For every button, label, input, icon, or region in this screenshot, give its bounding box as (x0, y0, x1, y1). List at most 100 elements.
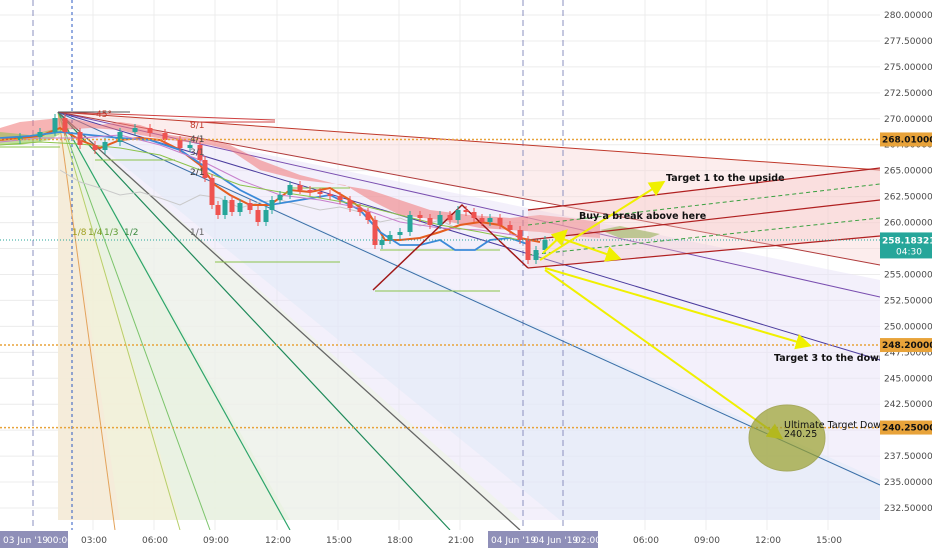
candle-body (347, 200, 353, 208)
price-tick-label: 270.000000 (884, 115, 932, 125)
fan-ratio-label: 1/8 (72, 228, 87, 238)
candle-body (202, 160, 208, 178)
candle-body (17, 137, 23, 140)
last-price-badge (880, 232, 932, 259)
candle-body (52, 118, 58, 132)
candle-body (542, 240, 548, 250)
candle-body (187, 145, 193, 148)
target3-label: Target 3 to the downsi (774, 353, 895, 364)
candle-body (102, 142, 108, 150)
ultimate-target-value: 240.25 (784, 429, 817, 440)
price-level-badge (880, 132, 932, 147)
fan-ratio-label: 1/1 (190, 228, 204, 238)
price-tick-label: 262.500000 (884, 193, 932, 203)
start-time-label: 00:00 (47, 536, 73, 546)
candle-body (365, 212, 371, 220)
candle-body (372, 220, 378, 245)
price-tick-label: 265.000000 (884, 167, 932, 177)
price-axis-badges: 268.010000 248.200000 240.250000 258.183214… (880, 132, 932, 435)
fan-ratio-label: 2/1 (190, 168, 204, 178)
time-tick-label: 06:00 (142, 536, 168, 546)
candle-body (229, 200, 235, 212)
candle-body (269, 200, 275, 210)
candle-body (162, 133, 168, 140)
candle-body (471, 212, 477, 218)
time-tick-label: 21:00 (448, 536, 474, 546)
time-tick-label: 12:00 (265, 536, 291, 546)
candle-body (387, 235, 393, 240)
time-tick-label: 06:00 (633, 536, 659, 546)
time-axis-ticks: 03:00 06:00 09:00 12:00 15:00 18:00 21:00 06:00… (81, 536, 842, 546)
time-axis[interactable] (0, 530, 932, 550)
time-tick-label: 03:00 (81, 536, 107, 546)
time-tick-label: 09:00 (203, 536, 229, 546)
fan-ratio-labels: 1/8 1/4 1/3 1/2 1/1 2/1 3/1 4/1 8/1 (72, 121, 204, 238)
candle-body (487, 218, 493, 222)
price-tick-label: 250.000000 (884, 322, 932, 332)
price-level-badge-label: 268.010000 (882, 135, 932, 145)
price-tick-label: 280.000000 (884, 11, 932, 21)
candle-body (277, 195, 283, 200)
end-date-label: 04 Jun '19 (491, 536, 536, 546)
fan-45-label: 45° (96, 110, 112, 120)
candle-body (327, 194, 333, 196)
buy-break-label: Buy a break above here (579, 211, 706, 222)
candle-body (379, 240, 385, 245)
ma-line (0, 134, 521, 237)
candle-body (507, 225, 513, 230)
ultimate-target-ellipse (748, 404, 826, 472)
time-tick-label: 09:00 (694, 536, 720, 546)
price-level-badge-label: 248.200000 (882, 341, 932, 351)
fan-ratio-label: 3/1 (190, 148, 204, 158)
ultimate-target-label: Ultimate Target Dow (784, 420, 881, 431)
candle-body (237, 203, 243, 212)
price-axis[interactable] (880, 0, 932, 530)
price-tick-label: 260.000000 (884, 219, 932, 229)
candle-body (517, 230, 523, 240)
candle-body (307, 190, 313, 192)
price-tick-label: 235.000000 (884, 478, 932, 488)
time-tick-label: 15:00 (816, 536, 842, 546)
price-tick-label: 237.500000 (884, 452, 932, 462)
candle-body (247, 203, 253, 210)
target1-label: Target 1 to the upside (666, 173, 785, 184)
candle-body (209, 178, 215, 205)
price-level-badge-label: 240.250000 (882, 424, 932, 434)
time-tick-label: 18:00 (387, 536, 413, 546)
price-tick-label: 272.500000 (884, 89, 932, 99)
price-level-lines (0, 138, 880, 429)
candle-body (147, 128, 153, 133)
candle-body (407, 215, 413, 232)
last-price-label: 258.183214 (882, 236, 932, 246)
candle-body (37, 132, 43, 137)
zigzag-pattern (372, 203, 529, 291)
price-tick-label: 252.500000 (884, 296, 932, 306)
end-time-label: 02:00 (575, 536, 601, 546)
candle-body (197, 145, 203, 160)
time-axis-highlights: 03 Jun '19 00:00 04 Jun '19 04 Jun '19 0… (0, 531, 601, 548)
fan-ratio-label: 1/4 (88, 228, 103, 238)
candle-body (427, 218, 433, 225)
candle-body (317, 192, 323, 194)
target-arrows (539, 180, 812, 440)
price-tick-label: 247.500000 (884, 348, 932, 358)
candle-body (92, 145, 98, 150)
fan-ratio-label: 1/2 (124, 228, 138, 238)
price-tick-label: 245.000000 (884, 374, 932, 384)
price-tick-label: 275.000000 (884, 63, 932, 73)
candle-body (525, 240, 531, 260)
candle-body (417, 215, 423, 218)
price-tick-label: 277.500000 (884, 37, 932, 47)
fan-ratio-label: 1/3 (104, 228, 118, 238)
candle-body (337, 196, 343, 200)
horizontal-segments (0, 121, 500, 292)
candle-body (222, 200, 228, 215)
price-tick-label: 255.000000 (884, 270, 932, 280)
candle-body (357, 208, 363, 212)
candle-body (117, 132, 123, 142)
fan-ratio-label: 8/1 (190, 121, 204, 131)
candle-body (447, 215, 453, 220)
candle-body (62, 118, 68, 132)
